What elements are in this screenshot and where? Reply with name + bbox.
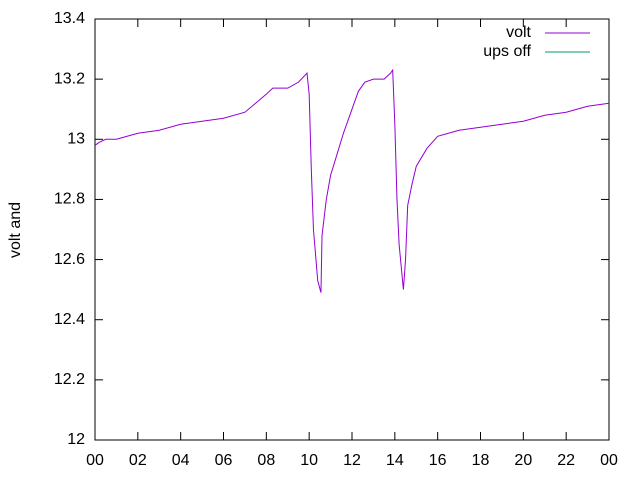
y-tick-label: 12.2 [54, 371, 85, 388]
y-tick-label: 12.8 [54, 191, 85, 208]
plot-frame [94, 18, 610, 441]
data-line [94, 68, 610, 293]
y-tick-label: 13 [67, 131, 85, 148]
y-tick-label: 12.6 [54, 251, 85, 268]
y-tick-label: 12 [67, 431, 85, 448]
x-tick-label: 00 [600, 452, 618, 469]
x-tick-label: 10 [300, 452, 318, 469]
y-axis-label: volt and [7, 202, 24, 258]
x-tick-label: 06 [215, 452, 233, 469]
y-tick-label: 12.4 [54, 311, 85, 328]
x-tick-label: 08 [257, 452, 275, 469]
x-tick-label: 02 [129, 452, 147, 469]
x-tick-label: 00 [86, 452, 104, 469]
y-tick-label: 13.2 [54, 70, 85, 87]
x-tick-label: 12 [343, 452, 361, 469]
x-tick-label: 04 [172, 452, 190, 469]
y-tick-label: 13.4 [54, 10, 85, 27]
legend-label: ups off [483, 43, 531, 60]
x-tick-label: 22 [557, 452, 575, 469]
x-tick-label: 14 [386, 452, 404, 469]
legend-label: volt [506, 24, 531, 41]
x-tick-label: 20 [514, 452, 532, 469]
x-tick-label: 18 [472, 452, 490, 469]
x-tick-label: 16 [429, 452, 447, 469]
